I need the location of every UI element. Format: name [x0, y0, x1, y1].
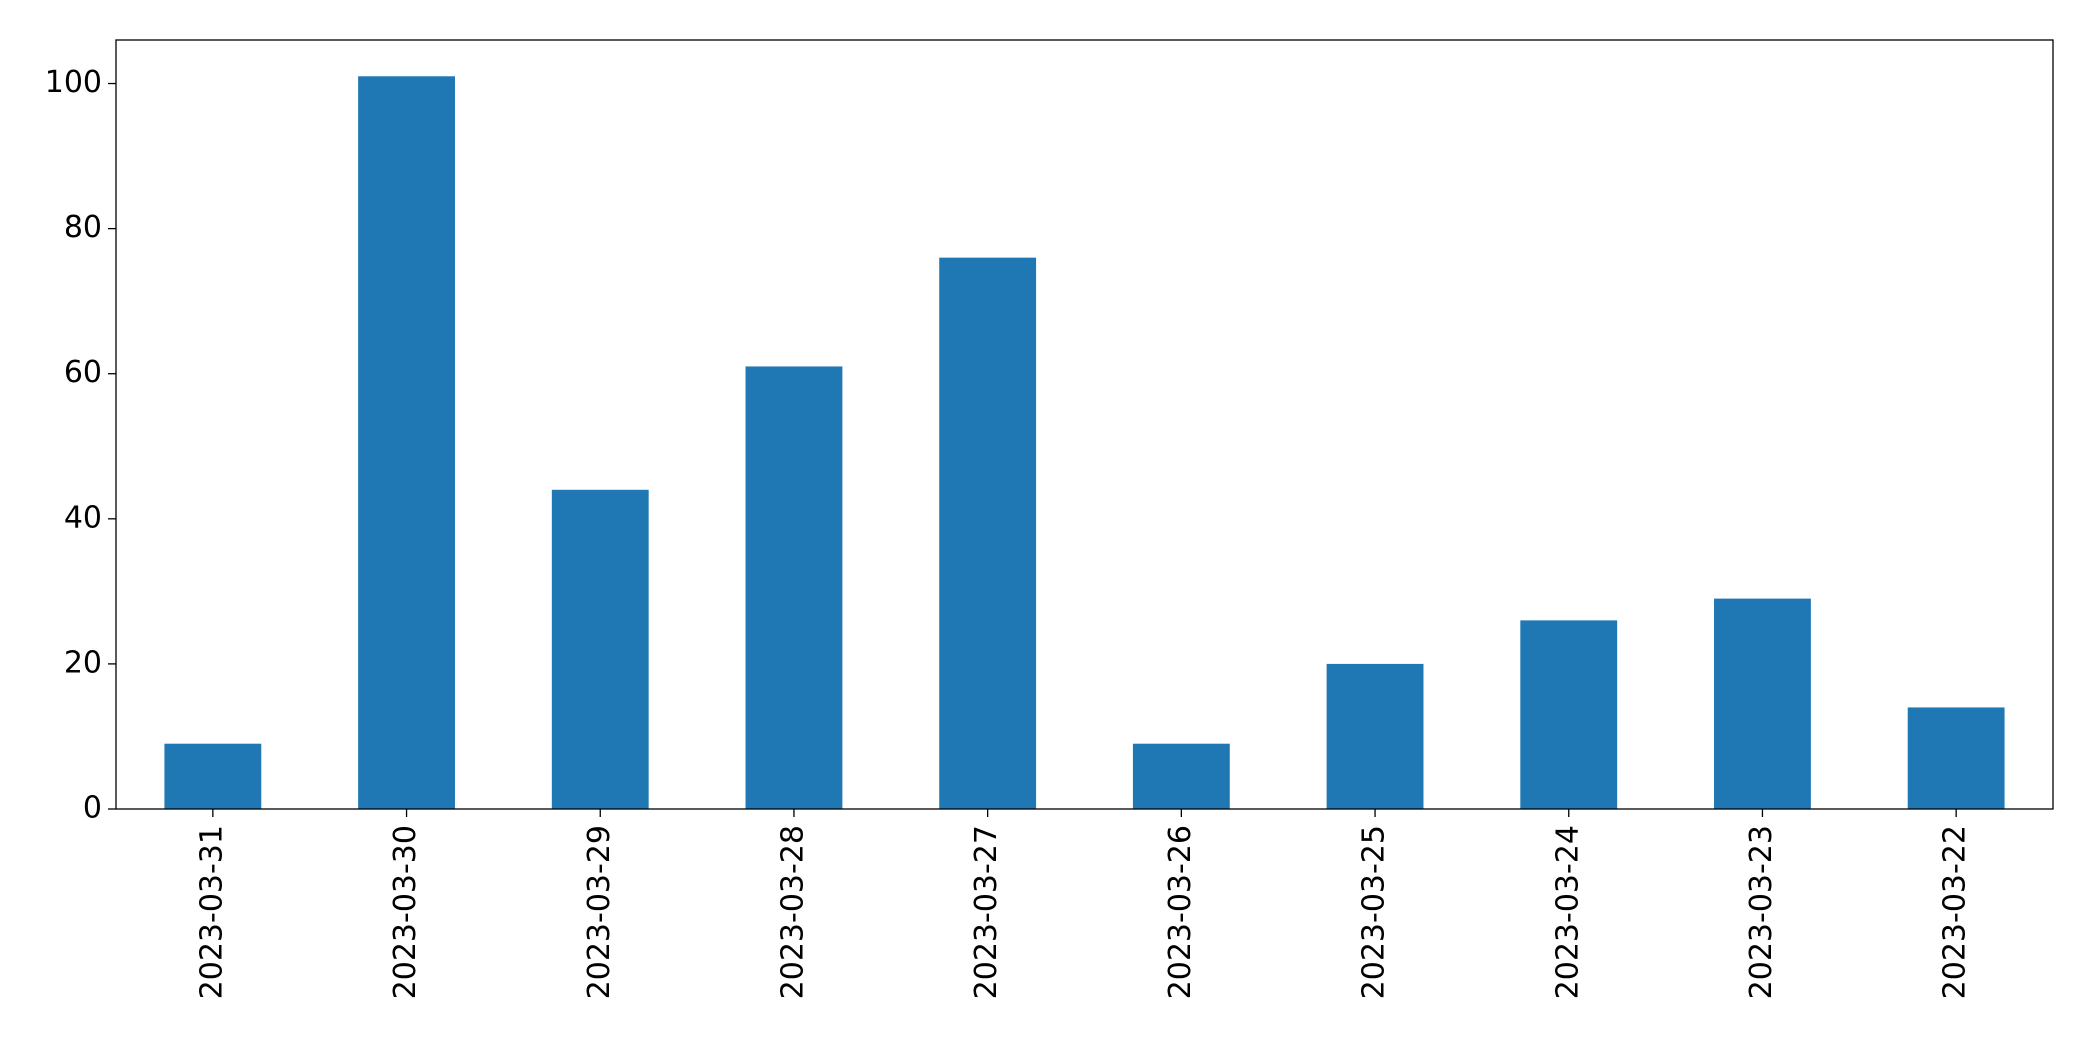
y-tick-label: 60: [64, 355, 102, 390]
y-tick-label: 80: [64, 210, 102, 245]
bar: [358, 76, 455, 810]
x-tick-label: 2023-03-22: [1938, 825, 1973, 999]
bar: [745, 366, 843, 809]
x-tick-label: 2023-03-29: [582, 825, 617, 999]
bar: [1326, 663, 1424, 809]
x-tick-label: 2023-03-28: [775, 825, 810, 999]
x-tick-label: 2023-03-30: [388, 825, 423, 999]
y-tick-label: 20: [64, 645, 102, 680]
bar: [939, 257, 1037, 810]
y-tick-label: 100: [45, 65, 102, 100]
y-tick-label: 40: [64, 500, 102, 535]
bar: [1520, 620, 1618, 809]
x-tick-label: 2023-03-23: [1744, 825, 1779, 999]
plot-frame: [115, 39, 2054, 810]
x-tick-label: 2023-03-26: [1163, 825, 1198, 999]
x-tick-label: 2023-03-25: [1357, 825, 1392, 999]
y-tick-label: 0: [83, 791, 102, 826]
bar: [1907, 707, 2005, 809]
bar: [1132, 743, 1230, 809]
bar: [1714, 598, 1811, 809]
x-tick-label: 2023-03-31: [194, 825, 229, 999]
bar: [551, 489, 649, 809]
x-tick-label: 2023-03-27: [969, 825, 1004, 999]
bar: [164, 743, 262, 809]
x-tick-label: 2023-03-24: [1550, 825, 1585, 999]
